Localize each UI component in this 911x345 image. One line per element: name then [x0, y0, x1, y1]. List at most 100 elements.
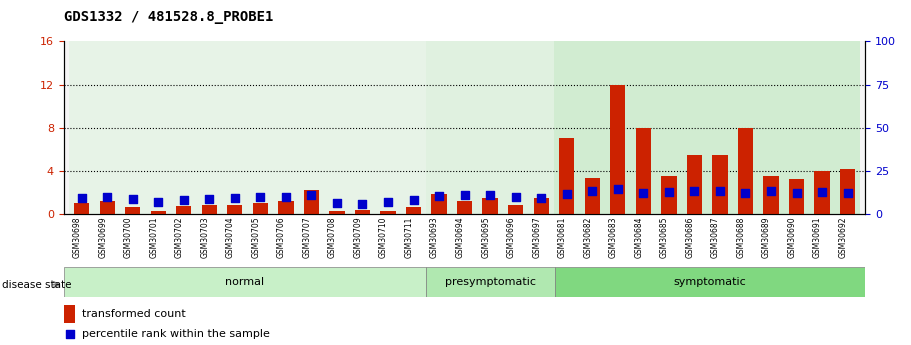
- Bar: [738, 128, 753, 214]
- Bar: [125, 207, 140, 214]
- Bar: [452, 41, 477, 214]
- Bar: [350, 41, 375, 214]
- Text: GSM30696: GSM30696: [507, 217, 516, 258]
- Bar: [252, 203, 268, 214]
- Bar: [661, 176, 677, 214]
- Point: [126, 197, 140, 202]
- Bar: [171, 41, 197, 214]
- Text: GSM30681: GSM30681: [558, 217, 567, 258]
- Bar: [605, 41, 630, 214]
- Point: [253, 195, 268, 200]
- Bar: [201, 205, 217, 214]
- Bar: [69, 41, 95, 214]
- Text: GSM30708: GSM30708: [328, 217, 337, 258]
- Bar: [814, 171, 830, 214]
- Bar: [559, 138, 575, 214]
- Bar: [432, 195, 446, 214]
- FancyBboxPatch shape: [555, 267, 865, 297]
- Bar: [299, 41, 324, 214]
- Point: [432, 193, 446, 199]
- Bar: [406, 207, 421, 214]
- Bar: [840, 169, 855, 214]
- Bar: [222, 41, 248, 214]
- Bar: [95, 41, 120, 214]
- Bar: [477, 41, 503, 214]
- Point: [304, 192, 319, 198]
- Text: GSM30698: GSM30698: [73, 217, 82, 258]
- Text: GSM30697: GSM30697: [532, 217, 541, 258]
- Text: GSM30711: GSM30711: [404, 217, 414, 258]
- Bar: [712, 155, 728, 214]
- Bar: [534, 198, 548, 214]
- Point: [330, 200, 344, 206]
- Bar: [227, 205, 242, 214]
- Bar: [426, 41, 452, 214]
- Text: GSM30693: GSM30693: [430, 217, 439, 258]
- Point: [483, 193, 497, 198]
- Text: GSM30692: GSM30692: [839, 217, 847, 258]
- Text: GSM30709: GSM30709: [353, 217, 363, 258]
- Point: [151, 199, 166, 205]
- Bar: [324, 41, 350, 214]
- Bar: [176, 206, 191, 214]
- Bar: [656, 41, 681, 214]
- Bar: [146, 41, 171, 214]
- Text: normal: normal: [225, 277, 264, 287]
- Bar: [681, 41, 707, 214]
- Bar: [375, 41, 401, 214]
- Text: GSM30683: GSM30683: [609, 217, 618, 258]
- Text: GSM30700: GSM30700: [124, 217, 133, 258]
- Text: disease state: disease state: [2, 280, 71, 289]
- Point: [508, 194, 523, 199]
- Point: [687, 188, 701, 193]
- Text: transformed count: transformed count: [82, 309, 186, 318]
- Bar: [763, 176, 779, 214]
- Bar: [120, 41, 146, 214]
- Text: GSM30703: GSM30703: [200, 217, 210, 258]
- Bar: [783, 41, 809, 214]
- Bar: [197, 41, 222, 214]
- Bar: [809, 41, 834, 214]
- Point: [381, 199, 395, 205]
- Point: [814, 190, 829, 195]
- Bar: [99, 201, 115, 214]
- Bar: [74, 203, 89, 214]
- Bar: [457, 201, 472, 214]
- Bar: [732, 41, 758, 214]
- Text: GSM30699: GSM30699: [98, 217, 107, 258]
- Point: [100, 194, 115, 199]
- Point: [559, 191, 574, 197]
- Point: [763, 189, 778, 194]
- Text: GSM30707: GSM30707: [302, 217, 312, 258]
- Point: [534, 195, 548, 200]
- Text: GSM30701: GSM30701: [149, 217, 159, 258]
- Text: GSM30682: GSM30682: [583, 217, 592, 258]
- Text: presymptomatic: presymptomatic: [445, 277, 536, 287]
- Text: GSM30706: GSM30706: [277, 217, 286, 258]
- Point: [636, 190, 650, 196]
- Point: [228, 195, 242, 201]
- Text: GSM30684: GSM30684: [634, 217, 643, 258]
- Bar: [150, 211, 166, 214]
- Text: GSM30688: GSM30688: [736, 217, 745, 258]
- Point: [712, 188, 727, 193]
- Point: [177, 197, 191, 203]
- Point: [661, 190, 676, 195]
- Text: GSM30687: GSM30687: [711, 217, 720, 258]
- Bar: [508, 205, 523, 214]
- Bar: [64, 305, 75, 323]
- Bar: [554, 41, 579, 214]
- Bar: [610, 85, 626, 214]
- Bar: [278, 201, 293, 214]
- Text: GSM30702: GSM30702: [175, 217, 184, 258]
- Text: GSM30710: GSM30710: [379, 217, 388, 258]
- Text: GSM30690: GSM30690: [787, 217, 796, 258]
- Bar: [579, 41, 605, 214]
- Bar: [503, 41, 528, 214]
- Bar: [483, 198, 497, 214]
- Text: GSM30685: GSM30685: [660, 217, 669, 258]
- Text: GDS1332 / 481528.8_PROBE1: GDS1332 / 481528.8_PROBE1: [64, 10, 273, 24]
- Bar: [789, 179, 804, 214]
- Text: GSM30689: GSM30689: [762, 217, 771, 258]
- Bar: [303, 190, 319, 214]
